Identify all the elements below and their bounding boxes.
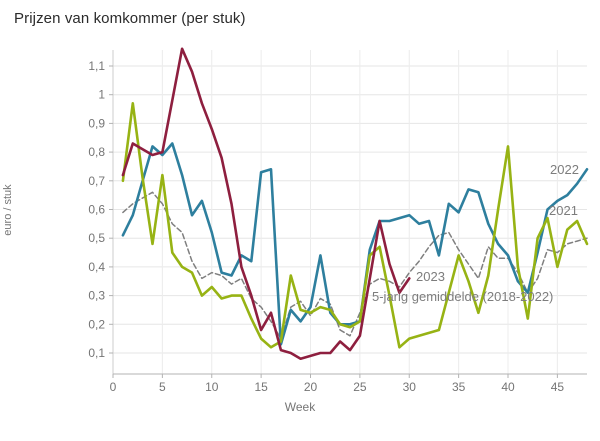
svg-text:0,9: 0,9 — [88, 116, 105, 130]
svg-text:0,3: 0,3 — [88, 289, 105, 303]
svg-text:0,8: 0,8 — [88, 145, 105, 159]
svg-text:25: 25 — [353, 380, 367, 394]
line-2021 — [121, 102, 589, 349]
svg-text:10: 10 — [205, 380, 219, 394]
svg-text:0,5: 0,5 — [88, 231, 105, 245]
svg-text:45: 45 — [551, 380, 565, 394]
svg-text:1,1: 1,1 — [88, 59, 105, 73]
svg-text:40: 40 — [501, 380, 515, 394]
svg-text:1: 1 — [98, 88, 105, 102]
svg-text:35: 35 — [452, 380, 466, 394]
series-label-5yr-average: 5-jarig gemiddelde (2018-2022) — [372, 289, 554, 304]
svg-text:0,2: 0,2 — [88, 317, 105, 331]
svg-text:0,4: 0,4 — [88, 260, 105, 274]
svg-text:0,6: 0,6 — [88, 203, 105, 217]
page-title: Prijzen van komkommer (per stuk) — [14, 10, 246, 27]
svg-text:0: 0 — [110, 380, 117, 394]
series-label-2022: 2022 — [550, 162, 579, 177]
svg-text:20: 20 — [304, 380, 318, 394]
svg-text:15: 15 — [254, 380, 268, 394]
svg-text:0,1: 0,1 — [88, 346, 105, 360]
svg-text:5: 5 — [159, 380, 166, 394]
line-2023 — [121, 47, 411, 360]
series-label-2023: 2023 — [416, 269, 445, 284]
series-label-2021: 2021 — [549, 203, 578, 218]
x-axis-title: Week — [284, 400, 316, 414]
line-2022 — [121, 142, 589, 346]
svg-text:30: 30 — [403, 380, 417, 394]
y-axis-title: euro / stuk — [2, 184, 14, 236]
svg-text:0,7: 0,7 — [88, 174, 105, 188]
